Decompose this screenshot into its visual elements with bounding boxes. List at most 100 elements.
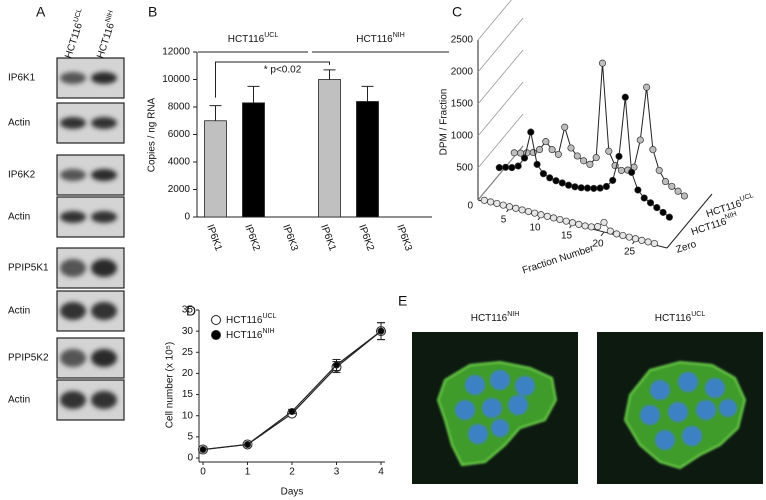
point (615, 152, 623, 160)
point (640, 194, 648, 202)
point (575, 220, 583, 228)
x-axis-label: Days (281, 487, 304, 498)
blot-row-label: Actin (8, 118, 30, 129)
point (602, 182, 610, 191)
x-tick-label: 5 (501, 215, 507, 226)
series-line (514, 63, 685, 197)
blot-band (60, 302, 86, 320)
point (244, 440, 251, 448)
point (613, 230, 621, 238)
grid-line (477, 81, 524, 137)
micrograph-title: HCT116UCL (655, 311, 706, 324)
micrograph (597, 332, 763, 484)
point (543, 212, 551, 220)
group-label-base: HCT116 (356, 34, 393, 45)
blot-row-label: IP6K2 (8, 170, 36, 181)
point (487, 198, 495, 206)
y-axis-label: Cell number (x 10⁵) (165, 342, 176, 428)
x-tick-label: 15 (561, 231, 573, 242)
point (625, 233, 633, 241)
y-tick-label: 8000 (168, 102, 191, 113)
point (580, 157, 588, 165)
point (619, 231, 627, 240)
blot-band (91, 391, 117, 409)
point (558, 179, 566, 187)
point (650, 239, 658, 248)
point (583, 184, 592, 192)
grid-line (477, 0, 512, 41)
point (527, 128, 535, 136)
micrograph-title-sup: NIH (507, 311, 519, 318)
point (518, 206, 526, 214)
blot-band (91, 211, 117, 223)
point (571, 183, 579, 191)
point (556, 215, 564, 224)
bar (242, 102, 265, 218)
legend-label-sup: NIH (724, 211, 738, 221)
y-tick-label: 6000 (168, 129, 191, 140)
blot-row-label: Actin (8, 212, 30, 223)
x-tick-label: 25 (624, 247, 636, 258)
blot-band (60, 117, 86, 129)
point (659, 208, 667, 216)
point (590, 184, 598, 192)
point (533, 160, 541, 168)
nuclei (455, 370, 535, 444)
point (581, 222, 589, 230)
micrograph (412, 332, 578, 484)
blot-column-label-sup: UCL (72, 8, 83, 24)
panel-label: E (398, 293, 407, 309)
point (552, 177, 560, 185)
point (605, 147, 613, 155)
point (548, 146, 556, 154)
y-tick-label: 500 (456, 163, 473, 174)
group-label-sup: UCL (264, 32, 278, 39)
grid-line (477, 49, 524, 105)
blot-band (60, 169, 86, 181)
panel-label: D (186, 303, 196, 319)
blot-row-label: PPIP5K2 (8, 353, 49, 364)
x-tick-label: 2 (289, 467, 295, 478)
grid-line (477, 17, 524, 73)
micrograph-title: HCT116NIH (471, 311, 520, 324)
group-label-sup: NIH (393, 32, 405, 39)
point (596, 184, 604, 192)
y-axis-label: Copies / ng RNA (147, 97, 158, 172)
legend-label-sup: UCL (263, 313, 277, 320)
point (577, 184, 585, 192)
point (539, 170, 547, 178)
point (531, 209, 539, 217)
y-tick-label: 30 (182, 326, 194, 337)
micrograph-title-base: HCT116 (655, 313, 692, 324)
point (631, 235, 640, 243)
panel-label: B (148, 4, 157, 20)
point (508, 164, 516, 172)
legend-label-base: HCT116 (226, 315, 263, 326)
point (524, 207, 532, 216)
point (554, 150, 562, 158)
point (628, 168, 636, 176)
point (587, 223, 595, 231)
blot-band (91, 169, 117, 181)
depth-axis (666, 193, 713, 249)
point (502, 163, 510, 171)
point (646, 199, 655, 207)
nuclei (640, 372, 737, 450)
x-tick-label: 20 (592, 239, 604, 250)
blot-band (91, 259, 117, 277)
y-tick-label: 25 (182, 347, 194, 358)
blot-row-label: Actin (8, 306, 30, 317)
point (510, 149, 518, 157)
group-label: HCT116NIH (356, 32, 405, 45)
legend-label: HCT116UCL (226, 313, 277, 326)
point (598, 59, 607, 67)
point (586, 160, 594, 168)
point (288, 407, 296, 415)
x-tick-label: 4 (378, 467, 384, 478)
y-tick-label: 4000 (168, 157, 191, 168)
point (520, 154, 529, 162)
point (592, 154, 600, 162)
point (514, 162, 522, 170)
point (377, 327, 385, 335)
